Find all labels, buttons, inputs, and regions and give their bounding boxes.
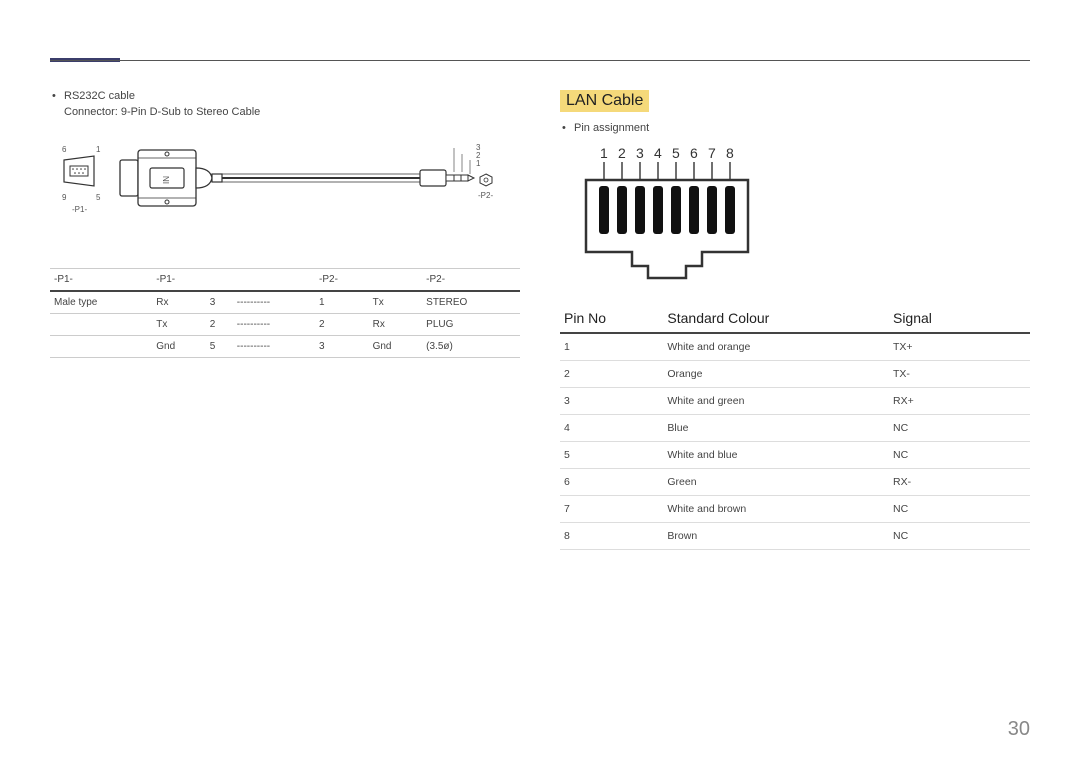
- top-rule: [50, 60, 1030, 61]
- rs-h1: -P1-: [152, 269, 206, 292]
- lan-table: Pin No Standard Colour Signal 1White and…: [560, 304, 1030, 550]
- rs232c-table: -P1- -P1- -P2- -P2- Male typeRx3--------…: [50, 268, 520, 358]
- dsub-bl-label: 9: [62, 193, 67, 202]
- pin-num: 1: [600, 145, 608, 161]
- dsub-in-label: IN: [162, 176, 171, 184]
- pin-num: 2: [618, 145, 626, 161]
- pin-assignment-bullet: Pin assignment: [560, 122, 1030, 134]
- dsub-cable-svg: 6 1 9 5 -P1- IN: [50, 128, 510, 258]
- rs-h0: -P1-: [50, 269, 152, 292]
- pin-num: 8: [726, 145, 734, 161]
- table-row: 7White and brownNC: [560, 496, 1030, 523]
- page-number: 30: [1008, 718, 1030, 741]
- dsub-br-label: 5: [96, 193, 101, 202]
- lan-cable-title: LAN Cable: [560, 90, 649, 112]
- dsub-tr-label: 1: [96, 145, 101, 154]
- rs232c-table-body: Male typeRx3----------1TxSTEREO Tx2-----…: [50, 291, 520, 358]
- rs232c-table-header: -P1- -P1- -P2- -P2-: [50, 269, 520, 292]
- pin-num: 4: [654, 145, 662, 161]
- lan-table-header: Pin No Standard Colour Signal: [560, 304, 1030, 333]
- jack-1-label: 1: [476, 159, 481, 168]
- rj45-diagram: 1 2 3 4 5 6 7 8: [560, 140, 1030, 290]
- table-row: 8BrownNC: [560, 523, 1030, 550]
- left-column: RS232C cable Connector: 9-Pin D-Sub to S…: [50, 90, 520, 550]
- rs-h3: [233, 269, 315, 292]
- rs-h5: [369, 269, 423, 292]
- rs232c-sub: Connector: 9-Pin D-Sub to Stereo Cable: [50, 106, 520, 118]
- table-row: 5White and blueNC: [560, 442, 1030, 469]
- pin-num: 5: [672, 145, 680, 161]
- pin-num: 3: [636, 145, 644, 161]
- lan-h2: Signal: [889, 304, 1030, 333]
- lan-h1: Standard Colour: [663, 304, 889, 333]
- pin-num: 7: [708, 145, 716, 161]
- dsub-p1-label: -P1-: [72, 205, 87, 214]
- lan-table-body: 1White and orangeTX+ 2OrangeTX- 3White a…: [560, 333, 1030, 550]
- rs-h2: [206, 269, 233, 292]
- table-row: 4BlueNC: [560, 415, 1030, 442]
- columns: RS232C cable Connector: 9-Pin D-Sub to S…: [50, 90, 1030, 550]
- page: RS232C cable Connector: 9-Pin D-Sub to S…: [0, 0, 1080, 763]
- pin-num: 6: [690, 145, 698, 161]
- right-column: LAN Cable Pin assignment 1 2 3 4 5 6 7 8: [560, 90, 1030, 550]
- rj45-svg: 1 2 3 4 5 6 7 8: [560, 140, 790, 290]
- rs232c-bullet: RS232C cable: [50, 90, 520, 102]
- rs232c-diagram: 6 1 9 5 -P1- IN: [50, 128, 520, 258]
- table-row: 6GreenRX-: [560, 469, 1030, 496]
- table-row: 1White and orangeTX+: [560, 333, 1030, 361]
- table-row: 2OrangeTX-: [560, 361, 1030, 388]
- dsub-tl-label: 6: [62, 145, 67, 154]
- rs-h6: -P2-: [422, 269, 520, 292]
- table-row: Male typeRx3----------1TxSTEREO: [50, 291, 520, 314]
- jack-p2-label: -P2-: [478, 191, 493, 200]
- table-row: 3White and greenRX+: [560, 388, 1030, 415]
- lan-h0: Pin No: [560, 304, 663, 333]
- table-row: Tx2----------2RxPLUG: [50, 314, 520, 336]
- table-row: Gnd5----------3Gnd(3.5ø): [50, 336, 520, 358]
- rs-h4: -P2-: [315, 269, 369, 292]
